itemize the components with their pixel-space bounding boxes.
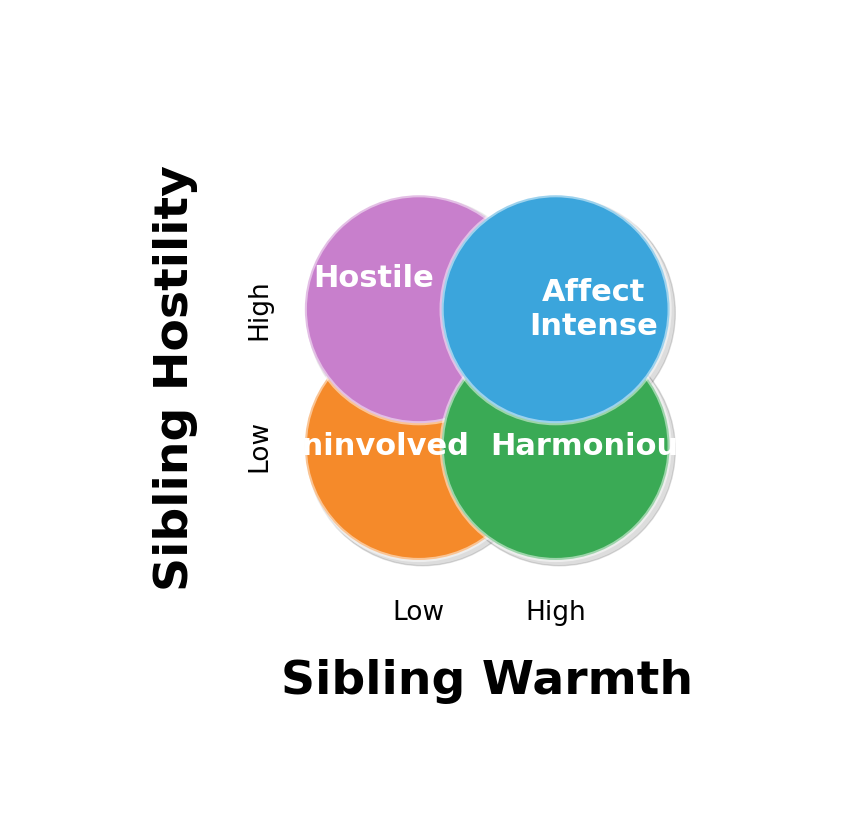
Circle shape — [307, 334, 539, 565]
Text: Uninvolved: Uninvolved — [277, 431, 469, 461]
Text: Harmonious: Harmonious — [491, 431, 697, 461]
Circle shape — [305, 332, 533, 560]
Circle shape — [442, 195, 669, 423]
Text: High: High — [525, 600, 586, 626]
Text: Low: Low — [246, 420, 272, 472]
Text: Hostile: Hostile — [313, 264, 433, 293]
Text: Sibling Warmth: Sibling Warmth — [281, 659, 693, 704]
Text: High: High — [246, 279, 272, 340]
Text: Low: Low — [393, 600, 445, 626]
Circle shape — [305, 195, 533, 423]
Circle shape — [442, 332, 669, 560]
Circle shape — [444, 334, 675, 565]
Circle shape — [307, 198, 539, 429]
Text: Sibling Hostility: Sibling Hostility — [153, 165, 198, 591]
Text: Affect
Intense: Affect Intense — [529, 278, 658, 341]
Circle shape — [444, 198, 675, 429]
